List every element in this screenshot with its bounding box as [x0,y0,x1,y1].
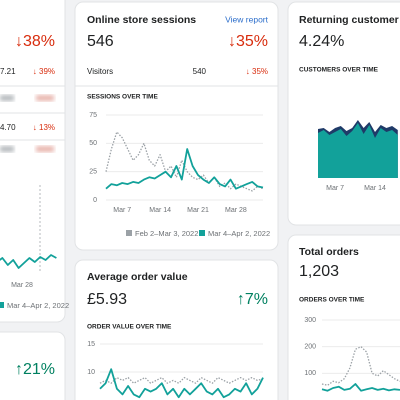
y-tick-label: 100 [304,370,316,377]
card [0,0,66,323]
y-tick-label: 0 [93,197,97,204]
card-title: Online store sessions [87,14,196,26]
row-value: 4.70 [0,123,16,132]
y-tick-label: 300 [304,317,316,324]
blurred-text [0,95,14,101]
metric-value: 1,203 [299,263,339,280]
x-tick-label: Mar 14 [149,207,171,214]
card [74,259,279,400]
card [0,331,66,400]
line [99,376,264,384]
metric-value: 4.24% [299,33,344,50]
card-title: Total orders [299,246,359,258]
chart-title: ORDER VALUE OVER TIME [87,324,172,331]
row-change: ↓ 39% [33,67,55,76]
metric-value: 546 [87,33,114,50]
legend-label: Mar 4–Apr 2, 2022 [7,301,69,310]
legend-swatch [126,230,132,236]
legend-swatch [0,302,4,308]
line [99,368,264,399]
x-tick-label: Mar 7 [113,207,131,214]
legend-label: Mar 4–Apr 2, 2022 [208,229,270,238]
card-title: Average order value [87,271,188,283]
x-tick-label: Mar 28 [11,282,33,289]
row-value: 540 [193,67,207,76]
row-value: 7.21 [0,67,16,76]
blurred-text [36,146,54,152]
x-tick-label: Mar 14 [364,185,386,192]
line [0,254,57,269]
x-tick-label: Mar 28 [225,207,247,214]
x-tick-label: Mar 7 [326,185,344,192]
x-tick-label: Mar 21 [187,207,209,214]
change: ↓35% [228,33,268,50]
row-change: ↓ 35% [246,67,268,76]
legend-label: Feb 2–Mar 3, 2022 [135,229,198,238]
blurred-text [0,146,14,152]
line [321,383,400,392]
y-tick-label: 75 [89,112,97,119]
blurred-text [36,95,54,101]
metric-value: £5.93 [87,291,127,308]
chart-title: SESSIONS OVER TIME [87,94,158,101]
line [321,346,400,386]
line [105,148,264,190]
legend-swatch [199,230,205,236]
card [287,234,400,400]
view-report-link[interactable]: View report [225,14,268,24]
row-change: ↓ 13% [33,123,55,132]
row-label: Visitors [87,67,113,76]
y-tick-label: 200 [304,344,316,351]
card-title: Returning customer rate [299,14,400,26]
chart-title: ORDERS OVER TIME [299,297,365,304]
change: ↑21% [15,361,55,378]
change: ↑7% [237,291,268,308]
card [74,1,279,251]
change: ↓38% [15,33,55,50]
y-tick-label: 50 [89,140,97,147]
chart-title: CUSTOMERS OVER TIME [299,67,379,74]
y-tick-label: 25 [89,169,97,176]
y-tick-label: 10 [87,369,95,376]
area [318,123,398,178]
y-tick-label: 15 [87,341,95,348]
